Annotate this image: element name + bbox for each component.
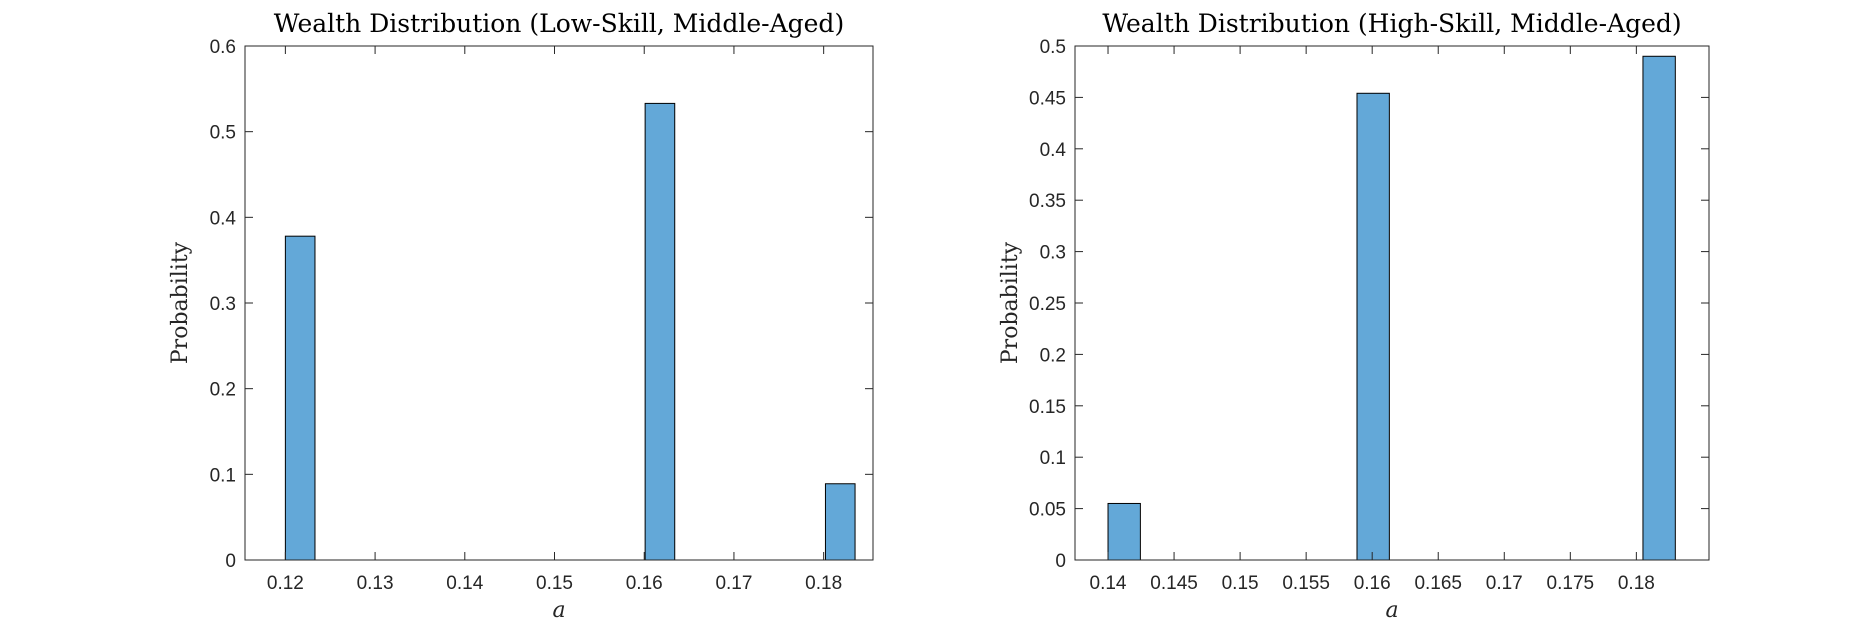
y-tick-label: 0.05 bbox=[1029, 500, 1066, 521]
y-tick-label: 0 bbox=[225, 551, 236, 572]
y-tick-label: 0.15 bbox=[1029, 397, 1066, 418]
y-tick-label: 0.4 bbox=[1040, 140, 1067, 161]
y-tick-label: 0.1 bbox=[1040, 448, 1066, 469]
x-tick-label: 0.14 bbox=[446, 573, 483, 594]
histogram-bar bbox=[644, 102, 676, 561]
chart-panel-high-skill: 0.14 0.145 0.15 0.155 0.16 0.165 0.17 0.175 0.18… bbox=[998, 9, 1710, 623]
y-tick-label: 0.4 bbox=[210, 208, 237, 229]
plot-area bbox=[245, 46, 873, 560]
y-tick-label: 0.2 bbox=[210, 380, 236, 401]
y-tick-label: 0.3 bbox=[1040, 243, 1066, 264]
x-tick-label: 0.12 bbox=[267, 573, 304, 594]
x-tick-label: 0.18 bbox=[805, 573, 842, 594]
y-tick-label: 0.25 bbox=[1029, 294, 1066, 315]
y-tick-label: 0.2 bbox=[1040, 345, 1066, 366]
y-tick-label: 0.6 bbox=[210, 37, 236, 58]
histogram-bar bbox=[824, 483, 856, 561]
x-tick-label: 0.165 bbox=[1414, 573, 1462, 594]
chart-title: Wealth Distribution (High-Skill, Middle-… bbox=[1102, 9, 1681, 38]
x-tick-label: 0.18 bbox=[1618, 573, 1655, 594]
y-tick-label: 0.5 bbox=[1040, 37, 1066, 58]
x-tick-label: 0.175 bbox=[1547, 573, 1595, 594]
chart-title: Wealth Distribution (Low-Skill, Middle-A… bbox=[274, 9, 844, 38]
x-tick-label: 0.16 bbox=[1354, 573, 1391, 594]
x-tick-label: 0.145 bbox=[1150, 573, 1198, 594]
histogram-bar bbox=[1356, 92, 1390, 561]
x-tick-label: 0.15 bbox=[1222, 573, 1259, 594]
x-tick-label: 0.15 bbox=[536, 573, 573, 594]
y-tick-label: 0.35 bbox=[1029, 191, 1066, 212]
x-tick-label: 0.14 bbox=[1090, 573, 1127, 594]
y-tick-label: 0 bbox=[1055, 551, 1066, 572]
y-axis-label: Probability bbox=[168, 241, 193, 364]
histogram-bar bbox=[284, 235, 316, 561]
x-tick-label: 0.17 bbox=[1486, 573, 1523, 594]
x-axis-label: a bbox=[552, 598, 565, 623]
x-tick-label: 0.16 bbox=[626, 573, 663, 594]
y-tick-label: 0.1 bbox=[210, 465, 236, 486]
histogram-bar bbox=[1642, 55, 1676, 561]
histogram-bar bbox=[1107, 502, 1141, 561]
x-tick-label: 0.17 bbox=[715, 573, 752, 594]
y-tick-label: 0.5 bbox=[210, 123, 236, 144]
x-tick-label: 0.13 bbox=[357, 573, 394, 594]
y-tick-label: 0.45 bbox=[1029, 88, 1066, 109]
x-tick-label: 0.155 bbox=[1282, 573, 1330, 594]
y-tick-label: 0.3 bbox=[210, 294, 236, 315]
y-axis-label: Probability bbox=[998, 241, 1023, 364]
plot-area bbox=[1075, 46, 1709, 560]
x-axis-label: a bbox=[1385, 598, 1398, 623]
chart-panel-low-skill: 0.12 0.13 0.14 0.15 0.16 0.17 0.18 0 0.1 0.2 0.3 0.… bbox=[168, 9, 874, 623]
